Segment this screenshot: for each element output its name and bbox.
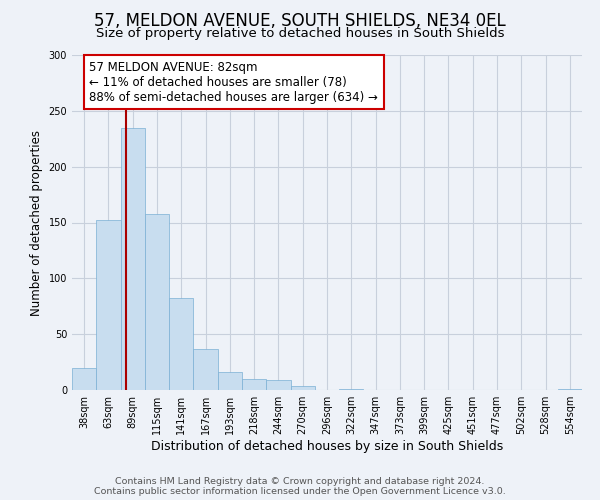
Text: Size of property relative to detached houses in South Shields: Size of property relative to detached ho… — [96, 28, 504, 40]
Bar — [72, 368, 96, 390]
Bar — [121, 128, 145, 390]
Text: 57, MELDON AVENUE, SOUTH SHIELDS, NE34 0EL: 57, MELDON AVENUE, SOUTH SHIELDS, NE34 0… — [94, 12, 506, 30]
Bar — [96, 220, 121, 390]
Text: 57 MELDON AVENUE: 82sqm
← 11% of detached houses are smaller (78)
88% of semi-de: 57 MELDON AVENUE: 82sqm ← 11% of detache… — [89, 60, 379, 104]
Bar — [145, 214, 169, 390]
Text: Contains HM Land Registry data © Crown copyright and database right 2024.
Contai: Contains HM Land Registry data © Crown c… — [94, 476, 506, 496]
Bar — [339, 389, 364, 390]
Bar — [242, 379, 266, 390]
Bar — [290, 386, 315, 390]
Y-axis label: Number of detached properties: Number of detached properties — [30, 130, 43, 316]
Bar — [218, 372, 242, 390]
Bar — [169, 298, 193, 390]
X-axis label: Distribution of detached houses by size in South Shields: Distribution of detached houses by size … — [151, 440, 503, 453]
Bar — [558, 389, 582, 390]
Bar — [193, 348, 218, 390]
Bar — [266, 380, 290, 390]
